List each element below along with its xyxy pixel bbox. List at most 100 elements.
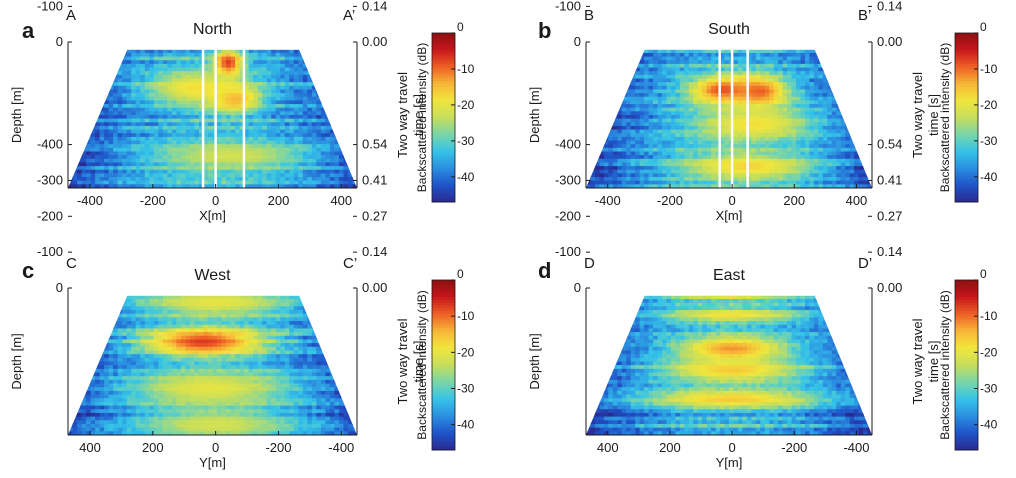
colorbar-swatch xyxy=(955,365,978,369)
colorbar-d: 0 -10 -20 -30 -40 Backscattered intensity (dB… xyxy=(938,267,998,451)
y2-tick-label: 0.14 xyxy=(362,0,387,13)
colorbar-swatch xyxy=(955,280,978,284)
y-axis-label: Depth [m] xyxy=(9,87,24,143)
colorbar-swatch xyxy=(955,316,978,321)
colorbar-swatch xyxy=(432,106,455,110)
colorbar-swatch xyxy=(432,92,455,96)
colorbar-swatch xyxy=(432,447,455,451)
colorbar-swatch xyxy=(955,193,978,197)
colorbar-swatch xyxy=(955,367,978,372)
y2-tick-label: 0.14 xyxy=(877,244,902,259)
colorbar-label: Backscattered intensity (dB) xyxy=(938,43,952,192)
colorbar-swatch xyxy=(955,356,978,360)
colorbar-swatch xyxy=(432,373,455,377)
colorbar-swatch xyxy=(955,58,978,62)
colorbar-swatch xyxy=(432,193,455,197)
y-tick-label: -200 xyxy=(37,208,63,223)
y-tick-label: -100 xyxy=(555,244,581,259)
colorbar-swatch xyxy=(955,137,978,141)
colorbar-swatch xyxy=(955,199,978,203)
colorbar-swatch xyxy=(432,322,455,326)
colorbar-swatch xyxy=(955,55,978,59)
colorbar-swatch xyxy=(955,125,978,130)
colorbar-swatch xyxy=(432,413,455,417)
colorbar-swatch xyxy=(955,151,978,155)
colorbar-swatch xyxy=(432,66,455,71)
colorbar-swatch xyxy=(955,302,978,306)
colorbar-label: Backscattered intensity (dB) xyxy=(938,290,952,439)
y-axis-label: Depth [m] xyxy=(527,333,542,389)
colorbar-frame xyxy=(431,279,456,451)
colorbar-swatch xyxy=(955,416,978,420)
y2-tick-label: 0.41 xyxy=(877,172,902,187)
colorbar-swatch xyxy=(432,117,455,121)
colorbar-swatch xyxy=(955,111,978,116)
colorbar-swatch xyxy=(432,196,455,200)
colorbar-swatch xyxy=(432,333,455,338)
section-end-label: D’ xyxy=(858,255,872,272)
section-start-label: C xyxy=(66,255,77,272)
colorbar-swatch xyxy=(955,97,978,102)
colorbar-swatch xyxy=(955,393,978,397)
colorbar-swatch xyxy=(955,190,978,195)
colorbar-swatch xyxy=(955,353,978,357)
colorbar-swatch xyxy=(955,156,978,161)
colorbar-swatch xyxy=(955,350,978,355)
colorbar-swatch xyxy=(955,94,978,99)
colorbar-swatch xyxy=(432,404,455,408)
colorbar-swatch xyxy=(432,114,455,118)
colorbar-swatch xyxy=(955,396,978,400)
colorbar-tick-label: -30 xyxy=(457,382,475,396)
colorbar-label: Backscattered intensity (dB) xyxy=(415,43,429,192)
colorbar-swatch xyxy=(955,325,978,329)
colorbar-swatch xyxy=(432,435,455,440)
panel-b: -400-20002004000-100-200-300-4000.000.14… xyxy=(527,0,998,223)
colorbar-swatch xyxy=(955,173,978,178)
colorbar-label: Backscattered intensity (dB) xyxy=(415,290,429,439)
colorbar-swatch xyxy=(955,89,978,93)
colorbar-swatch xyxy=(955,427,978,431)
colorbar-swatch xyxy=(432,165,455,169)
colorbar-swatch xyxy=(432,390,455,394)
colorbar-swatch xyxy=(955,447,978,451)
colorbar-swatch xyxy=(432,131,455,135)
y-tick-label: 0 xyxy=(56,280,63,295)
colorbar-swatch xyxy=(955,314,978,318)
colorbar-swatch xyxy=(955,131,978,135)
x-tick-label: 400 xyxy=(79,440,101,455)
x-tick-label: -200 xyxy=(657,193,683,208)
colorbar-swatch xyxy=(955,441,978,445)
colorbar-swatch xyxy=(955,72,978,76)
x-tick-label: -200 xyxy=(265,440,291,455)
colorbar-swatch xyxy=(432,142,455,147)
x-axis-label: Y[m] xyxy=(716,455,743,470)
colorbar-swatch xyxy=(955,333,978,338)
x-tick-label: 200 xyxy=(783,193,805,208)
colorbar-swatch xyxy=(955,348,978,352)
panel-title: South xyxy=(708,21,750,38)
colorbar-swatch xyxy=(955,44,978,48)
colorbar-swatch xyxy=(432,308,455,312)
colorbar-swatch xyxy=(955,162,978,166)
colorbar-swatch xyxy=(432,288,455,292)
colorbar-swatch xyxy=(955,148,978,152)
colorbar-swatch xyxy=(432,128,455,133)
colorbar-tick-label: 0 xyxy=(980,20,987,34)
colorbar-swatch xyxy=(432,72,455,76)
colorbar-swatch xyxy=(955,382,978,386)
section-start-label: A xyxy=(66,7,76,24)
colorbar-swatch xyxy=(955,123,978,127)
colorbar-tick-label: -20 xyxy=(980,345,998,359)
colorbar-tick-label: 0 xyxy=(980,267,987,281)
colorbar-swatch xyxy=(432,353,455,357)
colorbar-tick-label: -20 xyxy=(457,345,475,359)
colorbar-tick-label: -40 xyxy=(980,418,998,432)
colorbar-swatch xyxy=(432,145,455,149)
colorbar-swatch xyxy=(432,61,455,65)
colorbar-swatch xyxy=(955,38,978,42)
colorbar-swatch xyxy=(432,137,455,141)
colorbar-swatch xyxy=(432,362,455,366)
colorbar-swatch xyxy=(955,336,978,340)
panel-d: 400 200 0 -200 -4000-100-200-300-4000.000.14… xyxy=(527,137,998,470)
colorbar-swatch xyxy=(432,148,455,152)
